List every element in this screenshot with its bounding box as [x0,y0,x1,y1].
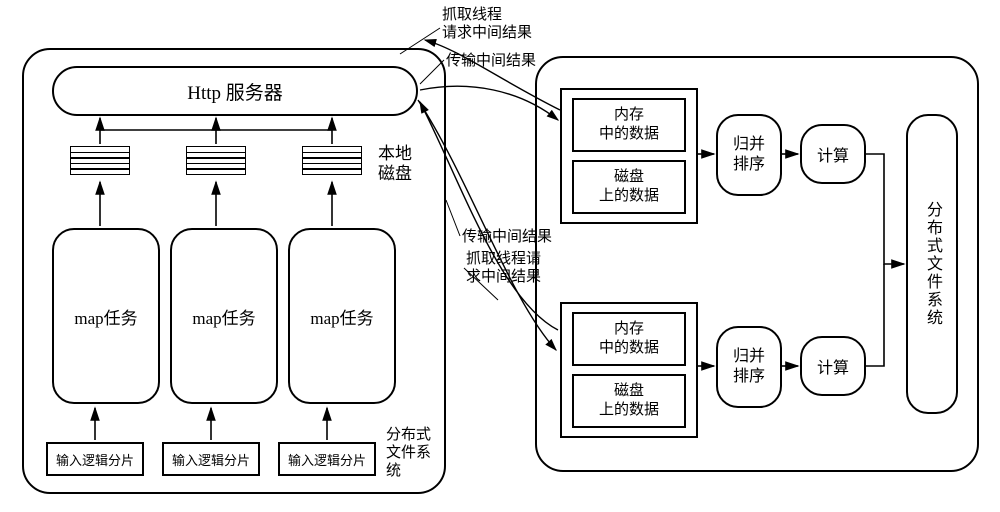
anno-top2: 传输中间结果 [446,52,536,70]
map-task-label-2: map任务 [310,304,373,329]
disk-stack-2 [302,146,362,175]
http-server-box: Http 服务器 [52,66,418,116]
input-shard-0: 输入逻辑分片 [46,442,144,476]
reduce-mem-2: 内存 中的数据 [572,312,686,366]
disk-stack-1 [186,146,246,175]
disk-stack-0 [70,146,130,175]
dfs-right-label: 分布式文件系统 [920,201,944,327]
input-shard-2: 输入逻辑分片 [278,442,376,476]
input-shard-label-2: 输入逻辑分片 [288,450,366,469]
merge-sort-2: 归并 排序 [716,326,782,408]
input-shard-label-1: 输入逻辑分片 [172,450,250,469]
input-shard-label-0: 输入逻辑分片 [56,450,134,469]
map-task-0: map任务 [52,228,160,404]
dfs-right: 分布式文件系统 [906,114,958,414]
anno-mid1: 传输中间结果 [462,228,552,246]
map-task-label-1: map任务 [192,304,255,329]
compute-1: 计算 [800,124,866,184]
reduce-disk-2: 磁盘 上的数据 [572,374,686,428]
map-task-2: map任务 [288,228,396,404]
map-task-1: map任务 [170,228,278,404]
reduce-disk-1: 磁盘 上的数据 [572,160,686,214]
compute-2: 计算 [800,336,866,396]
anno-top1: 抓取线程 请求中间结果 [442,6,532,42]
diagram-root: { "type": "flowchart", "colors": { "stro… [0,0,1000,512]
anno-mid2: 抓取线程请 求中间结果 [466,250,541,286]
reduce-mem-1: 内存 中的数据 [572,98,686,152]
http-server-label: Http 服务器 [187,78,283,105]
map-task-label-0: map任务 [74,304,137,329]
local-disk-label: 本地 磁盘 [378,144,412,184]
dfs-left-label: 分布式 文件系 统 [386,426,431,480]
merge-sort-1: 归并 排序 [716,114,782,196]
input-shard-1: 输入逻辑分片 [162,442,260,476]
